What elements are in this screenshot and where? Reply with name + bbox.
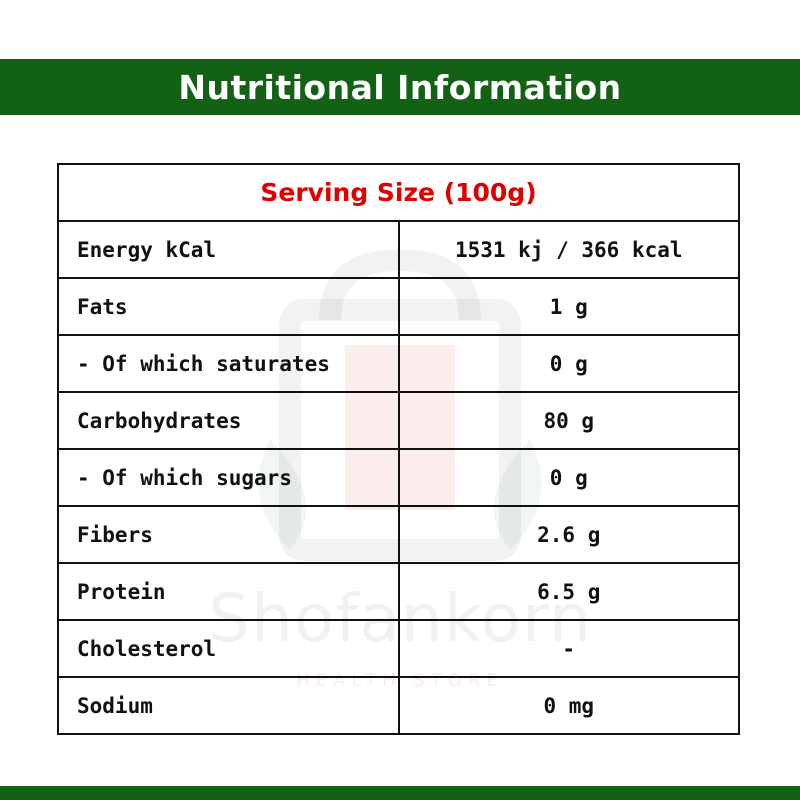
table-row: Fats 1 g bbox=[57, 277, 740, 336]
nutrient-label: - Of which saturates bbox=[57, 334, 400, 393]
nutrient-value: 0 mg bbox=[397, 676, 740, 735]
nutrient-value: 80 g bbox=[397, 391, 740, 450]
table-row: Carbohydrates 80 g bbox=[57, 391, 740, 450]
footer-band bbox=[0, 786, 800, 800]
nutrient-label: - Of which sugars bbox=[57, 448, 400, 507]
nutrient-value: 6.5 g bbox=[397, 562, 740, 621]
table-row: Protein 6.5 g bbox=[57, 562, 740, 621]
nutrient-value: 1531 kj / 366 kcal bbox=[397, 220, 740, 279]
nutrient-label: Carbohydrates bbox=[57, 391, 400, 450]
serving-size-label: Serving Size (100g) bbox=[57, 163, 740, 222]
table-row: Fibers 2.6 g bbox=[57, 505, 740, 564]
nutrient-label: Protein bbox=[57, 562, 400, 621]
nutrient-value: 2.6 g bbox=[397, 505, 740, 564]
nutrient-value: 0 g bbox=[397, 448, 740, 507]
nutrient-label: Sodium bbox=[57, 676, 400, 735]
nutrient-label: Energy kCal bbox=[57, 220, 400, 279]
nutrient-label: Cholesterol bbox=[57, 619, 400, 678]
nutrient-label: Fats bbox=[57, 277, 400, 336]
nutrient-value: 0 g bbox=[397, 334, 740, 393]
nutrient-label: Fibers bbox=[57, 505, 400, 564]
header-band: Nutritional Information bbox=[0, 59, 800, 115]
page-title: Nutritional Information bbox=[178, 67, 622, 107]
nutrient-value: - bbox=[397, 619, 740, 678]
table-row: Sodium 0 mg bbox=[57, 676, 740, 735]
serving-size-row: Serving Size (100g) bbox=[57, 163, 740, 222]
nutrition-table: Serving Size (100g) Energy kCal 1531 kj … bbox=[57, 163, 740, 735]
table-row: Energy kCal 1531 kj / 366 kcal bbox=[57, 220, 740, 279]
table-row: - Of which saturates 0 g bbox=[57, 334, 740, 393]
nutrient-value: 1 g bbox=[397, 277, 740, 336]
table-row: - Of which sugars 0 g bbox=[57, 448, 740, 507]
table-row: Cholesterol - bbox=[57, 619, 740, 678]
